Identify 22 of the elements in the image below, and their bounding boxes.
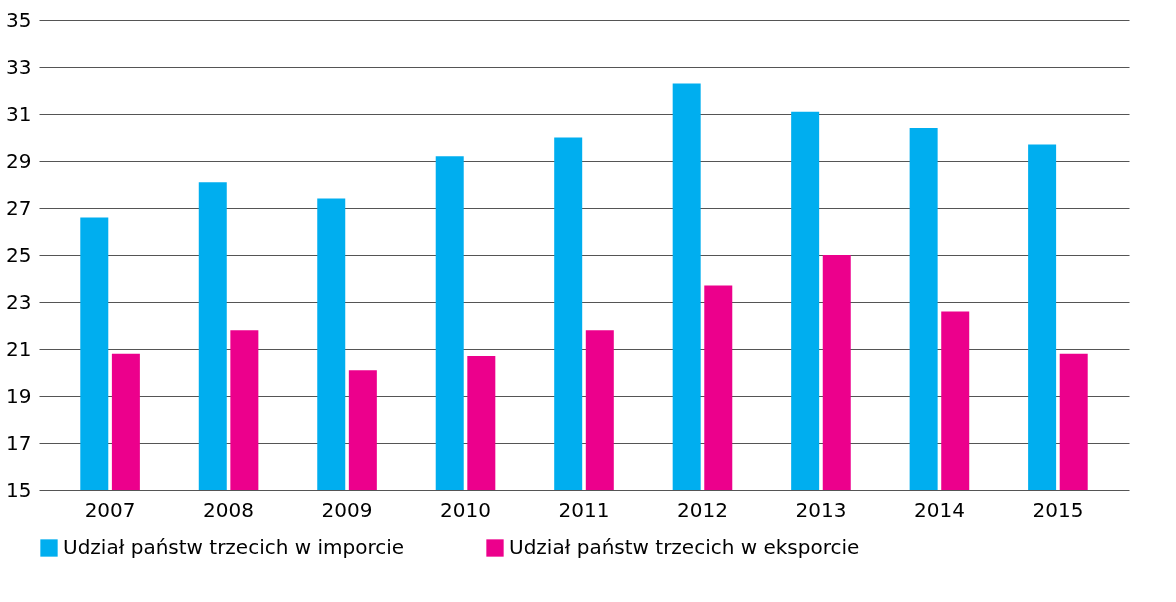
y-tick-label: 17 bbox=[6, 430, 32, 455]
x-tick-label: 2015 bbox=[1032, 497, 1084, 522]
y-tick-label: 23 bbox=[6, 289, 32, 314]
legend-label: Udział państw trzecich w eksporcie bbox=[509, 535, 860, 559]
legend-label: Udział państw trzecich w imporcie bbox=[63, 535, 405, 559]
x-tick-label: 2014 bbox=[913, 497, 965, 522]
y-tick-label: 31 bbox=[6, 101, 32, 126]
y-tick-label: 25 bbox=[6, 242, 32, 267]
y-tick-label: 27 bbox=[6, 195, 32, 220]
y-tick-label: 19 bbox=[6, 383, 32, 408]
x-tick-label: 2008 bbox=[203, 497, 255, 522]
x-tick-label: 2012 bbox=[677, 497, 728, 522]
y-tick-label: 35 bbox=[6, 7, 32, 32]
y-tick-label: 15 bbox=[6, 477, 32, 502]
x-tick-label: 2011 bbox=[558, 497, 610, 522]
x-tick-label: 2009 bbox=[321, 497, 373, 522]
x-tick-label: 2010 bbox=[440, 497, 491, 522]
x-tick-label: 2013 bbox=[795, 497, 847, 522]
y-tick-label: 21 bbox=[6, 336, 32, 361]
x-tick-label: 2007 bbox=[84, 497, 136, 522]
y-tick-label: 29 bbox=[6, 148, 32, 173]
y-tick-label: 33 bbox=[6, 54, 32, 79]
